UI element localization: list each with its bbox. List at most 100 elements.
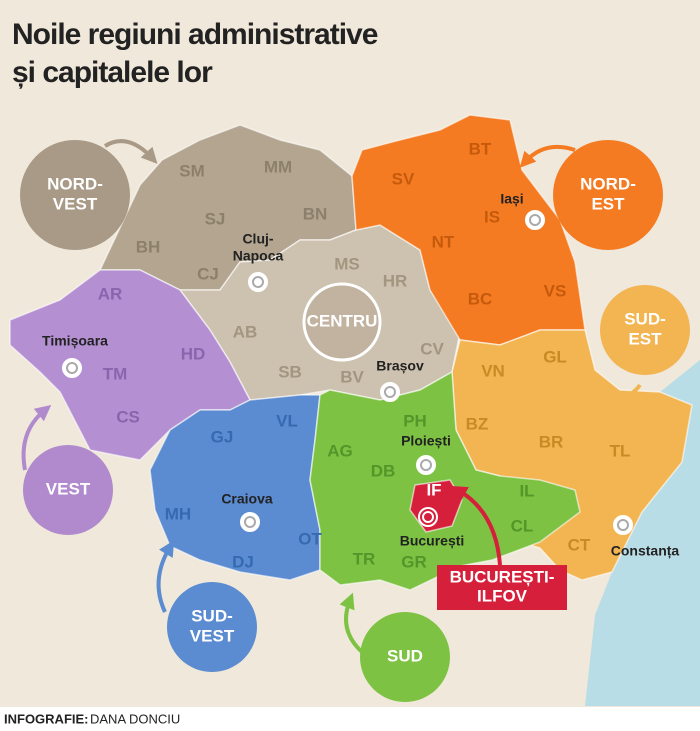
capital-marker xyxy=(240,512,260,532)
county-code: NT xyxy=(432,232,455,251)
county-code: CV xyxy=(420,339,444,358)
county-code: GJ xyxy=(211,427,234,446)
sea xyxy=(585,360,700,706)
region-area xyxy=(351,114,586,346)
county-code: IF xyxy=(426,480,441,499)
county-code: AR xyxy=(98,284,123,303)
region-name: CENTRU xyxy=(307,311,378,330)
region-name: BUCUREȘTI- xyxy=(450,567,555,586)
region-name: SUD- xyxy=(624,309,666,328)
county-code: AB xyxy=(233,322,258,341)
capital-marker xyxy=(418,507,438,527)
region-badge xyxy=(23,445,113,535)
map-layer xyxy=(9,114,693,591)
capital-marker-ring xyxy=(422,511,434,523)
county-code: HR xyxy=(383,271,408,290)
region-name: EST xyxy=(628,329,662,348)
capital-name: Napoca xyxy=(233,248,284,264)
region-badge xyxy=(20,140,130,250)
arrow xyxy=(103,139,158,164)
region-badge xyxy=(437,565,567,610)
region-name: VEST xyxy=(53,194,98,213)
county-code: SB xyxy=(278,362,302,381)
arrow xyxy=(588,383,642,412)
region-badge xyxy=(302,282,382,362)
county-code: VL xyxy=(276,411,298,430)
capital-name: Craiova xyxy=(221,491,273,507)
footer xyxy=(0,707,700,731)
county-code: BR xyxy=(539,432,564,451)
region-name: EST xyxy=(591,194,625,213)
capital-marker-ring xyxy=(244,516,256,528)
capital-name: Iași xyxy=(500,191,523,207)
title-line: Noile regiuni administrative xyxy=(12,18,378,51)
county-code: IL xyxy=(519,481,534,500)
capital-marker xyxy=(416,455,436,475)
county-code: TL xyxy=(610,441,631,460)
region-name: VEST xyxy=(190,626,235,645)
region-name: SUD- xyxy=(191,606,233,625)
county-code: CL xyxy=(511,516,534,535)
capital-marker-ring xyxy=(66,362,78,374)
county-code: AG xyxy=(327,441,353,460)
county-code: CT xyxy=(568,535,591,554)
capital-marker-ring xyxy=(529,214,541,226)
county-code: MM xyxy=(264,157,292,176)
county-code: SM xyxy=(179,161,205,180)
county-code: HD xyxy=(181,344,206,363)
county-code: BN xyxy=(303,204,328,223)
region-name: NORD- xyxy=(580,174,636,193)
county-code: IS xyxy=(484,207,500,226)
capital-name: Constanța xyxy=(611,543,680,559)
arrow xyxy=(519,145,576,168)
county-code: GL xyxy=(543,347,567,366)
capital-marker xyxy=(62,358,82,378)
capital-name: Ploiești xyxy=(401,433,451,449)
arrow xyxy=(156,540,175,613)
county-code: OT xyxy=(298,529,322,548)
credit-label: INFOGRAFIE: xyxy=(4,711,89,726)
arrow xyxy=(21,404,52,471)
credit-author: DANA DONCIU xyxy=(90,711,180,726)
county-code: VS xyxy=(544,281,567,300)
county-code: SV xyxy=(392,169,415,188)
region-badge xyxy=(600,285,690,375)
county-code: TR xyxy=(353,549,376,568)
county-code: VN xyxy=(481,361,505,380)
capital-name: Brașov xyxy=(376,358,424,374)
arrow xyxy=(451,485,502,566)
county-code: BH xyxy=(136,237,161,256)
county-code: BV xyxy=(340,367,364,386)
county-code: BT xyxy=(469,139,492,158)
county-code: TM xyxy=(103,364,128,383)
county-code: CJ xyxy=(197,264,219,283)
title-line: și capitalele lor xyxy=(12,56,213,89)
capital-marker xyxy=(248,272,268,292)
region-name: VEST xyxy=(46,479,91,498)
region-name: ILFOV xyxy=(477,586,528,605)
capital-name: Timișoara xyxy=(42,333,108,349)
county-code: SJ xyxy=(205,209,226,228)
capital-marker-ring xyxy=(617,519,629,531)
capital-marker-ring xyxy=(420,459,432,471)
region-name: NORD- xyxy=(47,174,103,193)
capital-name: București xyxy=(400,533,465,549)
region-badge xyxy=(360,612,450,702)
county-code: MS xyxy=(334,254,360,273)
capital-marker xyxy=(380,382,400,402)
county-code: CS xyxy=(116,407,140,426)
county-code: GR xyxy=(401,552,427,571)
arrow xyxy=(339,592,364,654)
county-code: PH xyxy=(403,411,427,430)
county-code: BC xyxy=(468,289,493,308)
capital-marker-ring xyxy=(384,386,396,398)
capital-marker xyxy=(613,515,633,535)
region-name: SUD xyxy=(387,646,423,665)
county-code: DB xyxy=(371,461,396,480)
capital-marker-ring xyxy=(252,276,264,288)
county-code: MH xyxy=(165,504,191,523)
capital-name: Cluj- xyxy=(242,231,273,247)
region-badge xyxy=(553,140,663,250)
county-code: BZ xyxy=(466,414,489,433)
